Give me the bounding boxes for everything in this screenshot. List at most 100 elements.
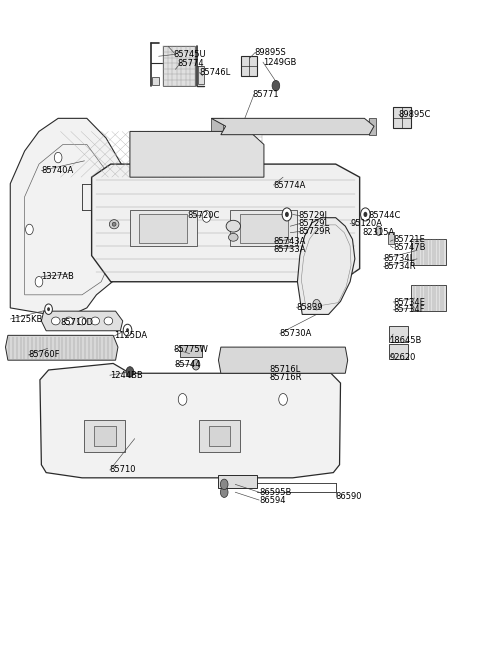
Text: 95120A: 95120A: [350, 219, 382, 228]
Polygon shape: [92, 164, 360, 282]
Ellipse shape: [228, 233, 238, 241]
Text: 89895S: 89895S: [254, 48, 286, 57]
Polygon shape: [10, 119, 135, 314]
Ellipse shape: [112, 222, 116, 226]
Text: 1327AB: 1327AB: [41, 272, 74, 281]
Bar: [140, 214, 187, 242]
Bar: [130, 210, 197, 246]
Text: 86594: 86594: [259, 496, 286, 504]
Bar: [152, 77, 159, 85]
Bar: [241, 56, 257, 76]
Text: 85734L: 85734L: [384, 254, 415, 263]
Ellipse shape: [226, 220, 240, 232]
Bar: [369, 119, 376, 135]
Text: 85774: 85774: [178, 59, 204, 68]
Circle shape: [279, 394, 288, 405]
Ellipse shape: [104, 317, 113, 325]
Circle shape: [202, 210, 211, 222]
Text: 85771: 85771: [252, 90, 279, 100]
Circle shape: [375, 226, 382, 235]
Circle shape: [126, 367, 134, 377]
Circle shape: [272, 81, 280, 91]
Circle shape: [25, 224, 33, 234]
Text: 85730A: 85730A: [279, 329, 312, 338]
Text: 85744: 85744: [174, 360, 201, 369]
Text: 1125KB: 1125KB: [10, 314, 43, 324]
Polygon shape: [211, 119, 374, 135]
Bar: [84, 421, 125, 452]
Circle shape: [363, 212, 367, 217]
Text: 85720C: 85720C: [187, 210, 220, 219]
Ellipse shape: [78, 317, 86, 325]
Polygon shape: [5, 335, 118, 360]
Text: 85734R: 85734R: [384, 262, 416, 271]
Bar: [389, 345, 408, 359]
Bar: [389, 326, 408, 342]
Text: 85716R: 85716R: [270, 373, 302, 383]
Polygon shape: [40, 364, 340, 478]
Text: 86590: 86590: [336, 492, 362, 500]
Text: 85774A: 85774A: [274, 181, 306, 189]
Ellipse shape: [65, 317, 73, 325]
Circle shape: [313, 299, 321, 310]
Circle shape: [47, 307, 50, 311]
Polygon shape: [130, 132, 264, 177]
Text: 1125DA: 1125DA: [114, 331, 147, 341]
Text: 85716L: 85716L: [270, 365, 301, 375]
Bar: [411, 239, 446, 265]
Circle shape: [178, 394, 187, 405]
Circle shape: [360, 208, 370, 221]
Bar: [240, 214, 288, 242]
Circle shape: [192, 360, 200, 370]
Bar: [411, 285, 446, 311]
Text: 85745U: 85745U: [173, 50, 205, 59]
Polygon shape: [218, 347, 348, 373]
Bar: [198, 66, 204, 84]
Text: 85721E: 85721E: [393, 235, 425, 244]
Ellipse shape: [109, 219, 119, 229]
Text: 85729J: 85729J: [299, 211, 327, 220]
Text: 85733A: 85733A: [274, 244, 306, 253]
Text: 85729R: 85729R: [299, 227, 331, 236]
Circle shape: [126, 328, 129, 332]
Circle shape: [123, 324, 132, 336]
Text: 85839: 85839: [297, 303, 323, 312]
Text: 85747B: 85747B: [393, 243, 426, 252]
Text: 92620: 92620: [389, 353, 416, 362]
Text: 18645B: 18645B: [389, 336, 422, 345]
Text: 85710: 85710: [110, 466, 136, 474]
Text: 85746L: 85746L: [199, 68, 230, 77]
Ellipse shape: [91, 317, 99, 325]
Circle shape: [285, 212, 289, 217]
Text: 85734E: 85734E: [393, 297, 425, 307]
Text: 85775W: 85775W: [173, 345, 208, 354]
Polygon shape: [298, 217, 355, 314]
Bar: [388, 232, 394, 244]
Text: 85734F: 85734F: [393, 305, 425, 314]
Circle shape: [282, 208, 292, 221]
Bar: [94, 426, 116, 447]
Ellipse shape: [51, 317, 60, 325]
Text: 82315A: 82315A: [362, 228, 394, 237]
Bar: [393, 107, 411, 128]
Polygon shape: [41, 311, 123, 331]
Bar: [218, 475, 257, 487]
Bar: [230, 210, 298, 246]
Text: 85710D: 85710D: [60, 318, 94, 328]
Circle shape: [220, 487, 228, 497]
Circle shape: [45, 304, 52, 314]
Bar: [163, 47, 194, 86]
Text: 86595B: 86595B: [259, 488, 291, 496]
Circle shape: [35, 276, 43, 287]
Circle shape: [54, 153, 62, 163]
Text: 85760F: 85760F: [28, 350, 60, 360]
Text: 89895C: 89895C: [398, 110, 430, 119]
Text: 1244BB: 1244BB: [110, 371, 143, 380]
Text: 85740A: 85740A: [41, 166, 73, 175]
Text: 1249GB: 1249GB: [263, 58, 296, 67]
Bar: [199, 421, 240, 452]
Bar: [211, 119, 223, 135]
Bar: [180, 345, 202, 357]
Text: 85729L: 85729L: [299, 219, 329, 228]
Text: 85744C: 85744C: [368, 211, 401, 220]
